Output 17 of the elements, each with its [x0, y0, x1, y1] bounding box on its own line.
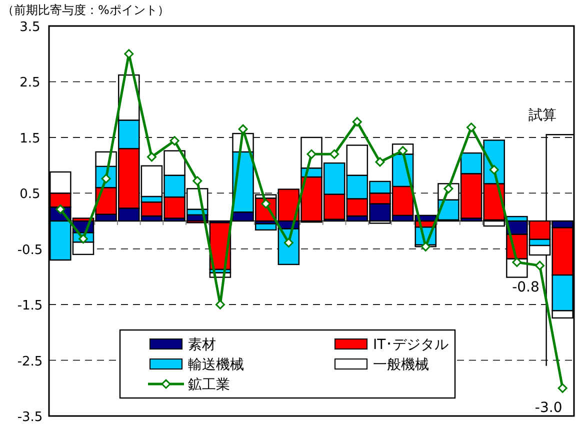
y-tick-label: -3.5	[17, 410, 43, 425]
legend-label: 一般機械	[373, 357, 429, 373]
y-tick-label: -0.5	[17, 242, 43, 258]
legend-label: 素材	[188, 337, 216, 353]
y-tick-label: -1.5	[17, 298, 43, 314]
data-label: -3.0	[534, 400, 562, 416]
annotation: 試算	[528, 108, 556, 124]
y-tick-label: 0.5	[20, 187, 40, 202]
data-label: -0.8	[512, 280, 540, 296]
legend-label: 輸送機械	[188, 357, 244, 373]
y-axis-title: （前期比寄与度：%ポイント）	[2, 3, 170, 17]
y-tick-label: -2.5	[17, 354, 43, 370]
y-tick-label: 3.5	[20, 20, 40, 35]
legend-label: 鉱工業	[188, 377, 230, 393]
y-tick-label: 2.5	[20, 76, 40, 91]
y-tick-label: 1.5	[20, 131, 40, 146]
legend-label: IT･デジタル	[373, 337, 449, 353]
